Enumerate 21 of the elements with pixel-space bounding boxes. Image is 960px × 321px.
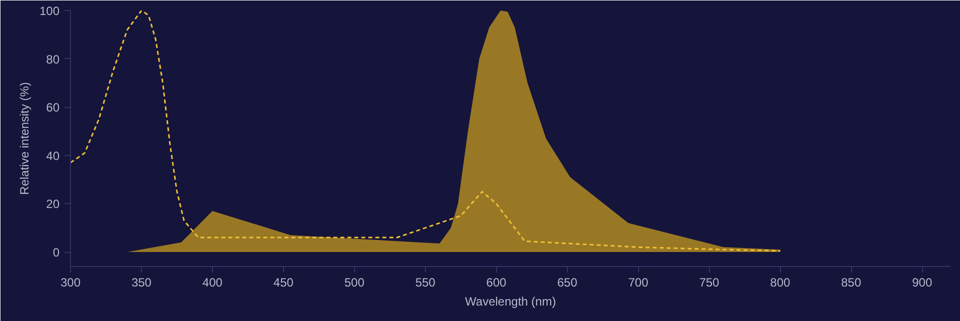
x-tick-label: 500 [344,276,365,290]
y-tick-label: 40 [46,148,60,163]
y-tick-label: 100 [39,4,60,18]
x-tick-label: 550 [415,276,436,290]
x-tick-label: 900 [912,276,932,290]
x-tick-label: 750 [699,276,720,290]
x-axis-title: Wavelength (nm) [465,294,556,308]
y-tick-label: 60 [46,100,60,115]
y-tick-label: 20 [46,197,60,212]
y-tick-label: 80 [46,52,60,66]
x-tick-label: 600 [486,276,507,290]
x-tick-label: 650 [557,276,578,290]
x-tick-label: 700 [628,276,649,290]
x-tick-label: 850 [841,276,862,290]
x-tick-label: 350 [131,276,152,290]
x-tick-label: 450 [273,276,294,290]
y-tick-label: 0 [52,246,60,260]
y-axis-title: Relative intensity (%) [17,82,32,195]
x-tick-label: 400 [202,276,223,290]
x-tick-label: 800 [770,276,791,290]
x-tick-label: 300 [60,276,81,290]
